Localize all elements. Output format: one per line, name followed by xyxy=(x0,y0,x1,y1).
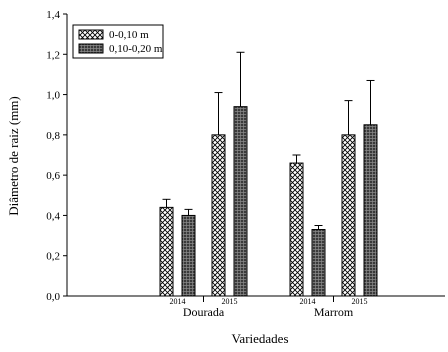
bar-dourada-2014-series-2 xyxy=(181,214,196,297)
bar-dourada-2014-series-1 xyxy=(159,206,174,297)
bar-marrom-2015-series-1 xyxy=(341,134,356,297)
legend-label-series-1: 0-0,10 m xyxy=(109,29,149,41)
y-axis-title: Diâmetro de raiz (mm) xyxy=(6,96,21,215)
y-tick-label: 1,4 xyxy=(46,9,60,21)
legend-swatch-series-1 xyxy=(78,29,104,40)
bar-marrom-2014-series-1 xyxy=(289,162,304,297)
bar-dourada-2015-series-2 xyxy=(233,106,248,297)
y-tick-label: 0,2 xyxy=(46,251,60,263)
year-label: 2015 xyxy=(222,297,238,306)
group-label-marrom: Marrom xyxy=(314,305,354,319)
legend: 0-0,10 m 0,10-0,20 m xyxy=(72,24,164,59)
y-tick-label: 0,6 xyxy=(46,170,60,182)
y-tick-label: 0,4 xyxy=(46,210,60,222)
y-tick-label: 1,0 xyxy=(46,90,60,102)
y-tick-label: 0,8 xyxy=(46,130,60,142)
legend-label-series-2: 0,10-0,20 m xyxy=(109,43,163,55)
year-label: 2014 xyxy=(300,297,316,306)
bar-dourada-2015-series-1 xyxy=(211,134,226,297)
bar-marrom-2015-series-2 xyxy=(363,124,378,297)
bar-marrom-2014-series-2 xyxy=(311,229,326,297)
legend-swatch-series-2 xyxy=(78,43,104,54)
y-tick-label: 0,0 xyxy=(46,291,60,303)
year-label: 2014 xyxy=(170,297,186,306)
year-label: 2015 xyxy=(352,297,368,306)
group-label-dourada: Dourada xyxy=(183,305,225,319)
y-tick-label: 1,2 xyxy=(46,49,60,61)
x-axis-title: Variedades xyxy=(231,331,288,346)
